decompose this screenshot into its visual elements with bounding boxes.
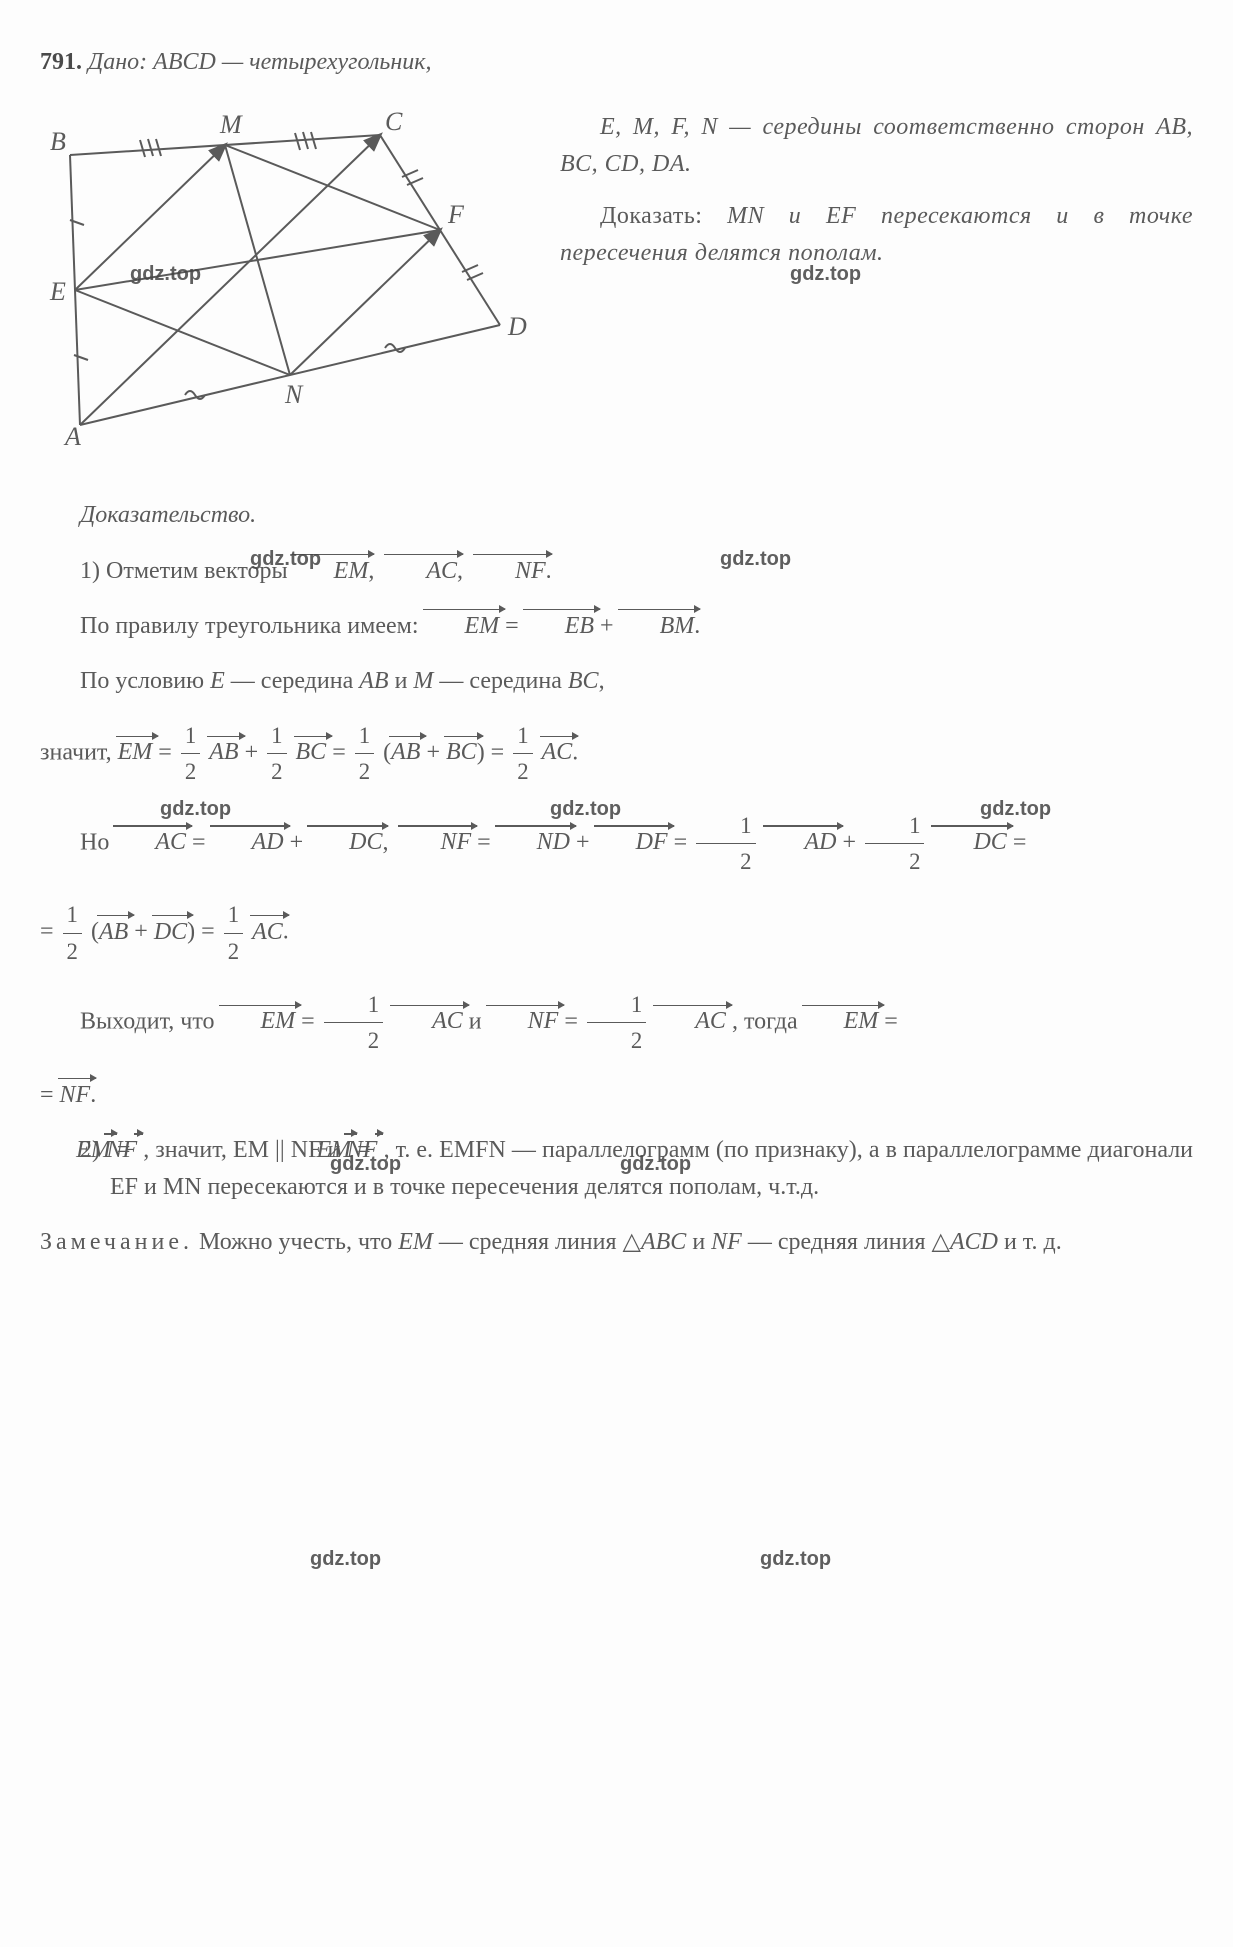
proof-heading: Доказательство. bbox=[40, 497, 1193, 534]
vec: BM bbox=[620, 608, 695, 645]
problem-header: 791. Дано: ABCD — четырехугольник, bbox=[40, 44, 1193, 81]
step2: 2) EM = NF , значит, EM || NF и EM = NF … bbox=[40, 1132, 1193, 1206]
given-text: ABCD — четырехугольник, bbox=[153, 49, 431, 75]
svg-text:C: C bbox=[385, 107, 403, 136]
figure-row: A B C D E M F N E, M, F, N — середины со… bbox=[40, 95, 1193, 477]
vec-ac: AC bbox=[386, 553, 457, 590]
given-label: Дано: bbox=[88, 49, 147, 75]
midpoints-text: E, M, F, N — середины соответственно сто… bbox=[560, 109, 1193, 183]
den: 2 bbox=[355, 754, 374, 789]
diagram: A B C D E M F N bbox=[40, 95, 540, 477]
den: 2 bbox=[587, 1023, 646, 1058]
condition-line: По условию E — середина AB и M — середин… bbox=[40, 663, 1193, 700]
vec-em: EM bbox=[294, 553, 369, 590]
svg-text:D: D bbox=[507, 312, 527, 341]
prove-block: Доказать: MN и EF пересекаются и в точке… bbox=[560, 198, 1193, 272]
but: Но bbox=[80, 829, 115, 855]
svg-text:E: E bbox=[49, 277, 66, 306]
vec: BC bbox=[446, 734, 477, 771]
remark: Замечание. Можно учесть, что EM — средня… bbox=[40, 1224, 1193, 1261]
num: 1 bbox=[865, 808, 924, 844]
conclusion1: Выходит, что EM = 12 AC и NF = 12 AC , т… bbox=[40, 987, 1193, 1059]
tri-text: По правилу треугольника имеем: bbox=[80, 613, 425, 639]
den: 2 bbox=[63, 934, 82, 969]
vec: NF bbox=[136, 1132, 137, 1169]
num: 1 bbox=[587, 987, 646, 1023]
vec: ND bbox=[497, 824, 570, 861]
svg-text:M: M bbox=[219, 110, 243, 139]
vec: EM bbox=[804, 1003, 879, 1040]
num: 1 bbox=[267, 718, 286, 754]
znachit: значит, bbox=[40, 739, 118, 765]
vec: AB bbox=[99, 914, 128, 951]
svg-text:A: A bbox=[63, 422, 81, 451]
vec: AC bbox=[252, 914, 283, 951]
vec: NF bbox=[488, 1003, 559, 1040]
den: 2 bbox=[181, 754, 200, 789]
right-column: E, M, F, N — середины соответственно сто… bbox=[560, 95, 1193, 286]
num: 1 bbox=[181, 718, 200, 754]
txt: Выходит, что bbox=[80, 1008, 221, 1034]
vec: DC bbox=[309, 824, 382, 861]
den: 2 bbox=[696, 844, 755, 879]
vec: EM bbox=[118, 734, 153, 771]
txt: и bbox=[469, 1008, 488, 1034]
vec: EM bbox=[221, 1003, 296, 1040]
svg-text:F: F bbox=[447, 200, 465, 229]
vec: AC bbox=[542, 734, 573, 771]
geometry-diagram: A B C D E M F N bbox=[40, 95, 540, 465]
ac-nf-line: Но AC = AD + DC, NF = ND + DF = 12 AD + … bbox=[40, 808, 1193, 880]
txt: , тогда bbox=[732, 1008, 804, 1034]
vec: NF bbox=[60, 1077, 91, 1114]
num: 1 bbox=[513, 718, 532, 754]
vec: AD bbox=[212, 824, 284, 861]
cont-line: = 12 (AB + DC) = 12 AC. bbox=[40, 897, 1193, 969]
svg-text:B: B bbox=[50, 127, 66, 156]
conclusion1b: = NF. bbox=[40, 1077, 1193, 1114]
den: 2 bbox=[224, 934, 243, 969]
vec: BC bbox=[296, 734, 327, 771]
den: 2 bbox=[513, 754, 532, 789]
vec: EB bbox=[525, 608, 594, 645]
vec: AC bbox=[655, 1003, 726, 1040]
remark-text: Можно учесть, что EM — средняя линия △AB… bbox=[199, 1229, 1062, 1255]
remark-label: Замечание. bbox=[40, 1229, 193, 1255]
vec: AC bbox=[115, 824, 186, 861]
den: 2 bbox=[865, 844, 924, 879]
num: 1 bbox=[324, 987, 383, 1023]
num: 1 bbox=[355, 718, 374, 754]
num: 1 bbox=[63, 897, 82, 933]
num: 1 bbox=[224, 897, 243, 933]
vec: DF bbox=[596, 824, 668, 861]
vec: AD bbox=[765, 824, 837, 861]
prove-label: Доказать: bbox=[600, 203, 702, 229]
vec: DC bbox=[933, 824, 1006, 861]
vec: AC bbox=[392, 1003, 463, 1040]
svg-text:N: N bbox=[284, 380, 304, 409]
num: 1 bbox=[696, 808, 755, 844]
vec-nf: NF bbox=[475, 553, 546, 590]
vec: NF bbox=[377, 1132, 378, 1169]
em-equation: значит, EM = 12 AB + 12 BC = 12 (AB + BC… bbox=[40, 718, 1193, 790]
vec: AB bbox=[391, 734, 420, 771]
vec: DC bbox=[154, 914, 187, 951]
problem-number: 791. bbox=[40, 49, 82, 75]
vec: NF bbox=[400, 824, 471, 861]
watermark: gdz.top bbox=[310, 1544, 381, 1575]
step1-text: 1) Отметим векторы bbox=[80, 558, 294, 584]
triangle-rule: По правилу треугольника имеем: EM = EB +… bbox=[40, 608, 1193, 645]
step1: 1) Отметим векторы EM, AC, NF. bbox=[40, 553, 1193, 590]
vec: AB bbox=[209, 734, 238, 771]
den: 2 bbox=[267, 754, 286, 789]
den: 2 bbox=[324, 1023, 383, 1058]
vec: EM bbox=[425, 608, 500, 645]
page-container: 791. Дано: ABCD — четырехугольник, bbox=[40, 44, 1193, 1262]
watermark: gdz.top bbox=[760, 1544, 831, 1575]
